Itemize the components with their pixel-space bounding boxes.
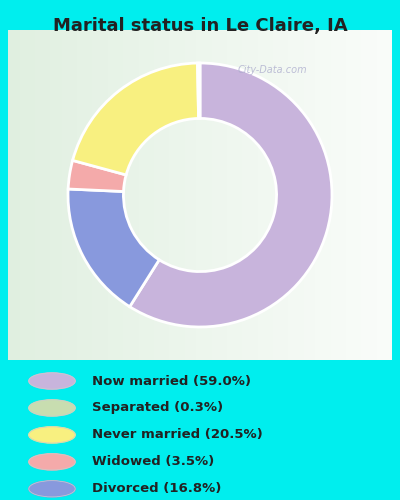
Text: Now married (59.0%): Now married (59.0%)	[92, 374, 251, 388]
Wedge shape	[130, 63, 332, 327]
Text: Never married (20.5%): Never married (20.5%)	[92, 428, 263, 442]
Circle shape	[29, 480, 75, 497]
Wedge shape	[73, 63, 198, 175]
Text: Marital status in Le Claire, IA: Marital status in Le Claire, IA	[53, 18, 347, 36]
Wedge shape	[68, 160, 126, 192]
Circle shape	[29, 454, 75, 470]
Text: Widowed (3.5%): Widowed (3.5%)	[92, 456, 214, 468]
Wedge shape	[68, 189, 159, 306]
Text: City-Data.com: City-Data.com	[238, 64, 308, 74]
Circle shape	[29, 400, 75, 416]
Text: Separated (0.3%): Separated (0.3%)	[92, 402, 223, 414]
Text: Divorced (16.8%): Divorced (16.8%)	[92, 482, 221, 496]
Circle shape	[29, 373, 75, 389]
Circle shape	[29, 427, 75, 443]
Wedge shape	[198, 63, 200, 118]
